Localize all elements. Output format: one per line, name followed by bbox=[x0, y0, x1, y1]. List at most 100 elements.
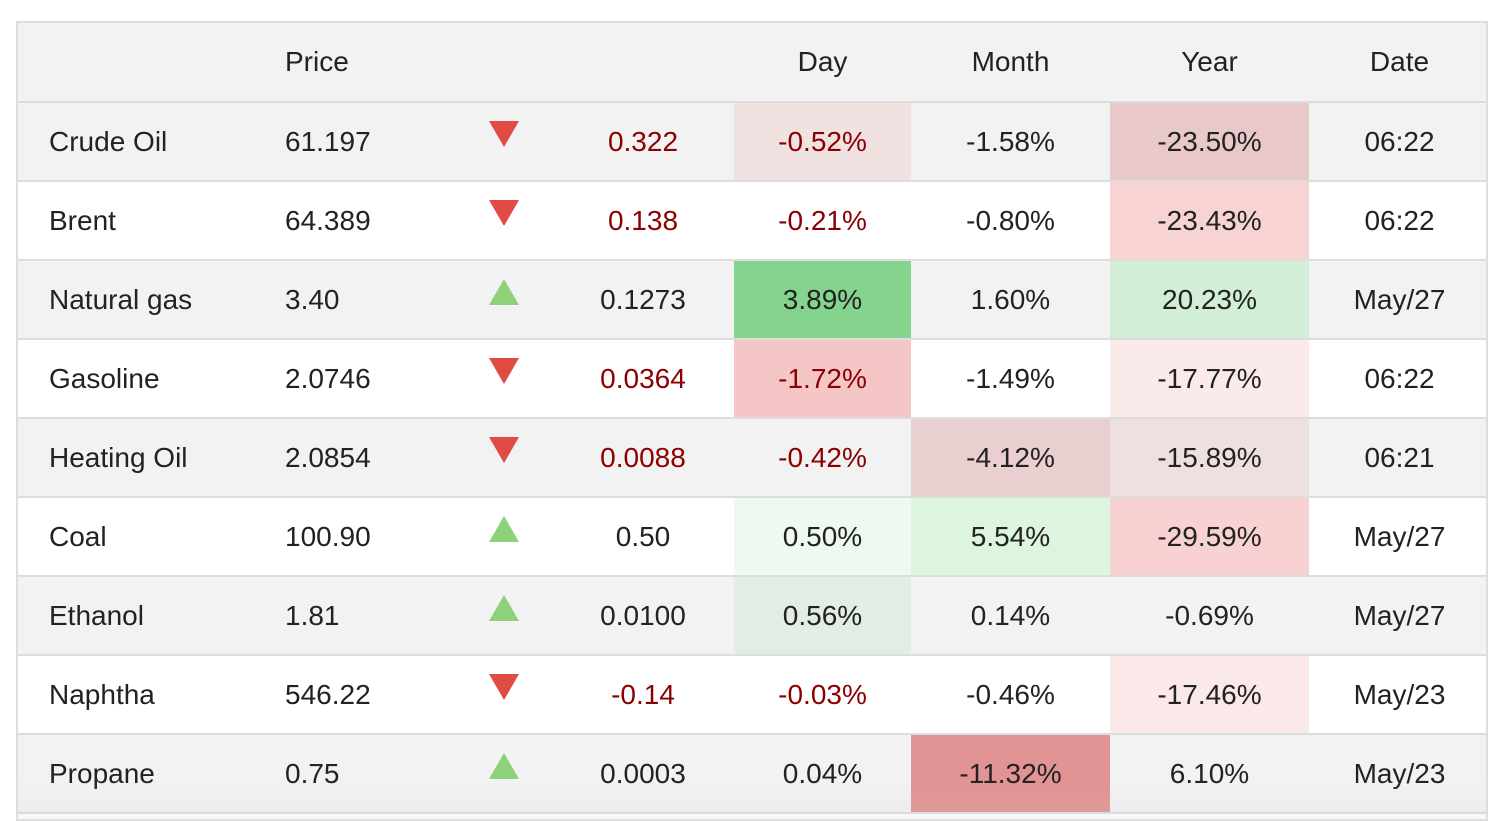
day-pct-cell: -0.42% bbox=[734, 418, 911, 498]
year-pct-cell: -17.46% bbox=[1110, 655, 1309, 735]
commodity-name[interactable]: Naphtha bbox=[18, 655, 272, 735]
header-arrow bbox=[456, 23, 552, 103]
header-date[interactable]: Date bbox=[1309, 23, 1486, 103]
header-day[interactable]: Day bbox=[734, 23, 911, 103]
down-triangle-icon bbox=[489, 200, 519, 226]
table-row[interactable]: Crude Oil 61.197 0.322 -0.52% -1.58% -23.50% 0… bbox=[18, 102, 1486, 182]
month-pct-cell: 0.14% bbox=[911, 576, 1110, 656]
change-cell: 0.322 bbox=[552, 102, 734, 182]
table-row[interactable]: Coal 100.90 0.50 0.50% 5.54% -29.59% May/27 bbox=[18, 497, 1486, 577]
day-pct-cell: 0.56% bbox=[734, 576, 911, 656]
price-cell: 546.22 bbox=[272, 655, 456, 735]
up-arrow-icon bbox=[456, 576, 552, 656]
change-cell: 0.1273 bbox=[552, 260, 734, 340]
down-arrow-icon bbox=[456, 181, 552, 261]
header-year[interactable]: Year bbox=[1110, 23, 1309, 103]
change-cell: 0.0088 bbox=[552, 418, 734, 498]
down-arrow-icon bbox=[456, 418, 552, 498]
up-triangle-icon bbox=[489, 595, 519, 621]
day-pct-cell: 0.04% bbox=[734, 734, 911, 814]
price-cell: 0.75 bbox=[272, 734, 456, 814]
down-triangle-icon bbox=[489, 674, 519, 700]
down-arrow-icon bbox=[456, 339, 552, 419]
change-cell: 0.0003 bbox=[552, 734, 734, 814]
date-cell: 06:22 bbox=[1309, 181, 1486, 261]
change-cell: -0.14 bbox=[552, 655, 734, 735]
date-cell: May/27 bbox=[1309, 576, 1486, 656]
date-cell: May/23 bbox=[1309, 655, 1486, 735]
down-arrow-icon bbox=[456, 102, 552, 182]
table-row[interactable]: Propane 0.75 0.0003 0.04% -11.32% 6.10% May/23 bbox=[18, 734, 1486, 814]
commodity-name[interactable]: Ethanol bbox=[18, 576, 272, 656]
header-month[interactable]: Month bbox=[911, 23, 1110, 103]
commodity-name[interactable]: Heating Oil bbox=[18, 418, 272, 498]
day-pct-cell: -0.52% bbox=[734, 102, 911, 182]
commodity-name[interactable]: Brent bbox=[18, 181, 272, 261]
table-header-row: Price Day Month Year Date bbox=[18, 23, 1486, 103]
price-cell: 64.389 bbox=[272, 181, 456, 261]
down-triangle-icon bbox=[489, 437, 519, 463]
commodities-table-container: Price Day Month Year Date Crude Oil 61.19… bbox=[16, 21, 1488, 821]
down-arrow-icon bbox=[456, 655, 552, 735]
year-pct-cell: -17.77% bbox=[1110, 339, 1309, 419]
day-pct-cell: -0.21% bbox=[734, 181, 911, 261]
day-pct-cell: 0.50% bbox=[734, 497, 911, 577]
year-pct-cell: -0.69% bbox=[1110, 576, 1309, 656]
change-cell: 0.138 bbox=[552, 181, 734, 261]
year-pct-cell: -23.43% bbox=[1110, 181, 1309, 261]
change-cell: 0.50 bbox=[552, 497, 734, 577]
day-pct-cell: 3.89% bbox=[734, 260, 911, 340]
change-cell: 0.0100 bbox=[552, 576, 734, 656]
day-pct-cell: -0.03% bbox=[734, 655, 911, 735]
month-pct-cell: -0.80% bbox=[911, 181, 1110, 261]
price-cell: 100.90 bbox=[272, 497, 456, 577]
month-pct-cell: 5.54% bbox=[911, 497, 1110, 577]
year-pct-cell: 6.10% bbox=[1110, 734, 1309, 814]
commodity-name[interactable]: Propane bbox=[18, 734, 272, 814]
up-triangle-icon bbox=[489, 753, 519, 779]
month-pct-cell: -1.49% bbox=[911, 339, 1110, 419]
year-pct-cell: -15.89% bbox=[1110, 418, 1309, 498]
table-body: Crude Oil 61.197 0.322 -0.52% -1.58% -23.50% 0… bbox=[18, 102, 1486, 814]
year-pct-cell: 20.23% bbox=[1110, 260, 1309, 340]
table-row[interactable]: Naphtha 546.22 -0.14 -0.03% -0.46% -17.46% May… bbox=[18, 655, 1486, 735]
year-pct-cell: -23.50% bbox=[1110, 102, 1309, 182]
commodity-name[interactable]: Natural gas bbox=[18, 260, 272, 340]
down-triangle-icon bbox=[489, 358, 519, 384]
table-row[interactable]: Ethanol 1.81 0.0100 0.56% 0.14% -0.69% May/27 bbox=[18, 576, 1486, 656]
commodity-name[interactable]: Coal bbox=[18, 497, 272, 577]
commodities-table: Price Day Month Year Date Crude Oil 61.19… bbox=[18, 23, 1486, 814]
date-cell: May/27 bbox=[1309, 260, 1486, 340]
day-pct-cell: -1.72% bbox=[734, 339, 911, 419]
table-row[interactable]: Natural gas 3.40 0.1273 3.89% 1.60% 20.23% May… bbox=[18, 260, 1486, 340]
month-pct-cell: -0.46% bbox=[911, 655, 1110, 735]
month-pct-cell: -1.58% bbox=[911, 102, 1110, 182]
table-row[interactable]: Brent 64.389 0.138 -0.21% -0.80% -23.43% 06:22 bbox=[18, 181, 1486, 261]
price-cell: 1.81 bbox=[272, 576, 456, 656]
commodity-name[interactable]: Gasoline bbox=[18, 339, 272, 419]
up-triangle-icon bbox=[489, 516, 519, 542]
year-pct-cell: -29.59% bbox=[1110, 497, 1309, 577]
month-pct-cell: -4.12% bbox=[911, 418, 1110, 498]
header-name bbox=[18, 23, 272, 103]
date-cell: May/27 bbox=[1309, 497, 1486, 577]
header-change bbox=[552, 23, 734, 103]
table-row[interactable]: Gasoline 2.0746 0.0364 -1.72% -1.49% -17.77% 0… bbox=[18, 339, 1486, 419]
price-cell: 2.0854 bbox=[272, 418, 456, 498]
change-cell: 0.0364 bbox=[552, 339, 734, 419]
price-cell: 3.40 bbox=[272, 260, 456, 340]
up-arrow-icon bbox=[456, 260, 552, 340]
date-cell: 06:22 bbox=[1309, 102, 1486, 182]
table-row[interactable]: Heating Oil 2.0854 0.0088 -0.42% -4.12% -15.8… bbox=[18, 418, 1486, 498]
price-cell: 61.197 bbox=[272, 102, 456, 182]
month-pct-cell: -11.32% bbox=[911, 734, 1110, 814]
date-cell: 06:22 bbox=[1309, 339, 1486, 419]
up-arrow-icon bbox=[456, 734, 552, 814]
up-triangle-icon bbox=[489, 279, 519, 305]
up-arrow-icon bbox=[456, 497, 552, 577]
month-pct-cell: 1.60% bbox=[911, 260, 1110, 340]
header-price[interactable]: Price bbox=[272, 23, 456, 103]
date-cell: 06:21 bbox=[1309, 418, 1486, 498]
date-cell: May/23 bbox=[1309, 734, 1486, 814]
commodity-name[interactable]: Crude Oil bbox=[18, 102, 272, 182]
